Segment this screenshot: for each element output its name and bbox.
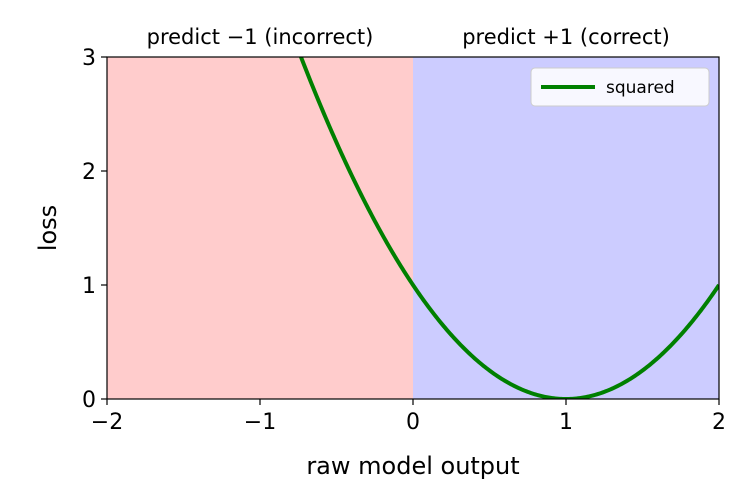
legend-box (530, 67, 710, 107)
region-labels: predict −1 (incorrect) predict +1 (correc… (147, 25, 670, 49)
y-tick-label-2: 2 (82, 160, 96, 185)
y-tick-label-1: 1 (82, 274, 96, 299)
region-1 (413, 57, 719, 399)
series-layer (298, 57, 719, 399)
x-axis-label: raw model output (306, 452, 519, 480)
legend: squared (530, 67, 710, 107)
x-tick-label-0: −2 (91, 410, 123, 435)
x-axis-ticks: −2 −1 0 1 2 (91, 399, 726, 435)
region-0 (107, 57, 413, 399)
region-label-0: predict −1 (incorrect) (147, 25, 374, 49)
legend-label-squared: squared (606, 78, 675, 98)
y-tick-label-3: 3 (82, 46, 96, 71)
region-backgrounds (107, 57, 719, 399)
region-label-1: predict +1 (correct) (462, 25, 670, 49)
series-line-squared (298, 57, 719, 399)
x-tick-label-4: 2 (712, 410, 726, 435)
x-tick-label-2: 0 (406, 410, 420, 435)
y-axis-ticks: 0 1 2 3 (82, 46, 107, 413)
x-tick-label-1: −1 (244, 410, 276, 435)
y-tick-label-0: 0 (82, 388, 96, 413)
y-axis-label: loss (34, 205, 62, 251)
x-tick-label-3: 1 (559, 410, 573, 435)
